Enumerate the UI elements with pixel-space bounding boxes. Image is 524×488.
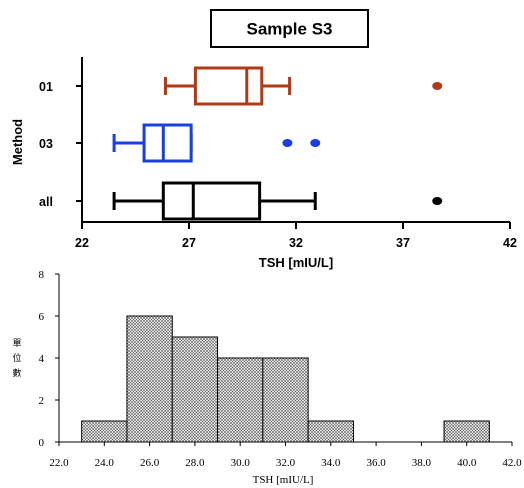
hist-x-tick-label-34-0: 34.0 — [321, 457, 341, 469]
box-iqr-03 — [142, 123, 193, 163]
box-series-03 — [112, 123, 321, 163]
box-y-tick-label-03: 03 — [39, 137, 53, 151]
hist-y-ticks: 0 2 4 6 8 — [39, 269, 59, 449]
box-series-group — [112, 66, 443, 221]
box-x-tick-label-37: 37 — [396, 236, 410, 250]
box-plot: 22 27 32 37 42 01 03 all — [39, 57, 517, 250]
hist-y-axis-label-char-0: 單 — [12, 338, 21, 349]
hist-bar-40 — [443, 420, 490, 443]
box-outlier-all-0 — [432, 197, 443, 205]
box-iqr-all — [161, 181, 262, 221]
hist-x-tick-label-36-0: 36.0 — [366, 457, 386, 469]
hist-x-tick-label-22-0: 22.0 — [49, 457, 69, 469]
box-x-tick-label-42: 42 — [503, 236, 517, 250]
hist-y-tick-label-0: 0 — [39, 437, 45, 449]
box-series-01 — [163, 66, 443, 106]
box-y-axis-label: Method — [10, 119, 25, 165]
hist-bar-34 — [307, 420, 354, 443]
hist-x-tick-label-26-0: 26.0 — [140, 457, 160, 469]
hist-bars-group — [81, 315, 490, 443]
hist-x-tick-label-30-0: 30.0 — [231, 457, 251, 469]
hist-bar-24 — [81, 420, 128, 443]
hist-bar-32 — [262, 357, 309, 443]
hist-x-axis-label: TSH [mIU/L] — [253, 474, 314, 486]
box-x-tick-label-32: 32 — [289, 236, 303, 250]
hist-y-tick-label-6: 6 — [39, 311, 45, 323]
hist-y-tick-label-4: 4 — [39, 353, 45, 365]
box-y-ticks: 01 03 all — [39, 80, 82, 209]
box-x-tick-label-22: 22 — [75, 236, 89, 250]
box-y-tick-label-all: all — [39, 195, 53, 209]
box-y-tick-label-01: 01 — [39, 80, 53, 94]
box-outlier-03-0 — [282, 139, 293, 147]
hist-y-tick-label-8: 8 — [39, 269, 45, 281]
box-x-tick-label-27: 27 — [182, 236, 196, 250]
hist-bar-28 — [171, 336, 219, 443]
box-outlier-01-0 — [432, 82, 443, 90]
hist-y-tick-label-2: 2 — [39, 395, 45, 407]
hist-x-tick-label-24-0: 24.0 — [95, 457, 115, 469]
box-outlier-03-1 — [310, 139, 321, 147]
hist-x-tick-label-32-0: 32.0 — [276, 457, 296, 469]
hist-y-axis-label-char-2: 數 — [12, 367, 21, 379]
box-title: Sample S3 — [247, 20, 333, 39]
box-iqr-01 — [193, 66, 264, 106]
box-title-frame — [210, 9, 369, 48]
box-x-axis-label: TSH [mIU/L] — [259, 255, 333, 270]
box-x-ticks: 22 27 32 37 42 — [75, 222, 517, 250]
hist-y-axis-label-char-1: 位 — [12, 352, 21, 364]
hist-bar-26 — [126, 315, 173, 443]
hist-bar-30 — [217, 357, 264, 443]
hist-x-tick-label-42-0: 42.0 — [502, 457, 522, 469]
box-series-all — [112, 181, 443, 221]
hist-x-tick-label-28-0: 28.0 — [185, 457, 205, 469]
hist-x-tick-label-38-0: 38.0 — [412, 457, 432, 469]
hist-x-tick-label-40-0: 40.0 — [457, 457, 477, 469]
histogram: 22.0 24.0 26.0 28.0 30.0 32.0 34.0 36.0 38.0 40.0… — [39, 269, 523, 469]
hist-y-axis-label: 單位數 — [12, 338, 21, 379]
hist-x-ticks: 22.0 24.0 26.0 28.0 30.0 32.0 34.0 36.0 38.0 40.0… — [49, 442, 522, 469]
